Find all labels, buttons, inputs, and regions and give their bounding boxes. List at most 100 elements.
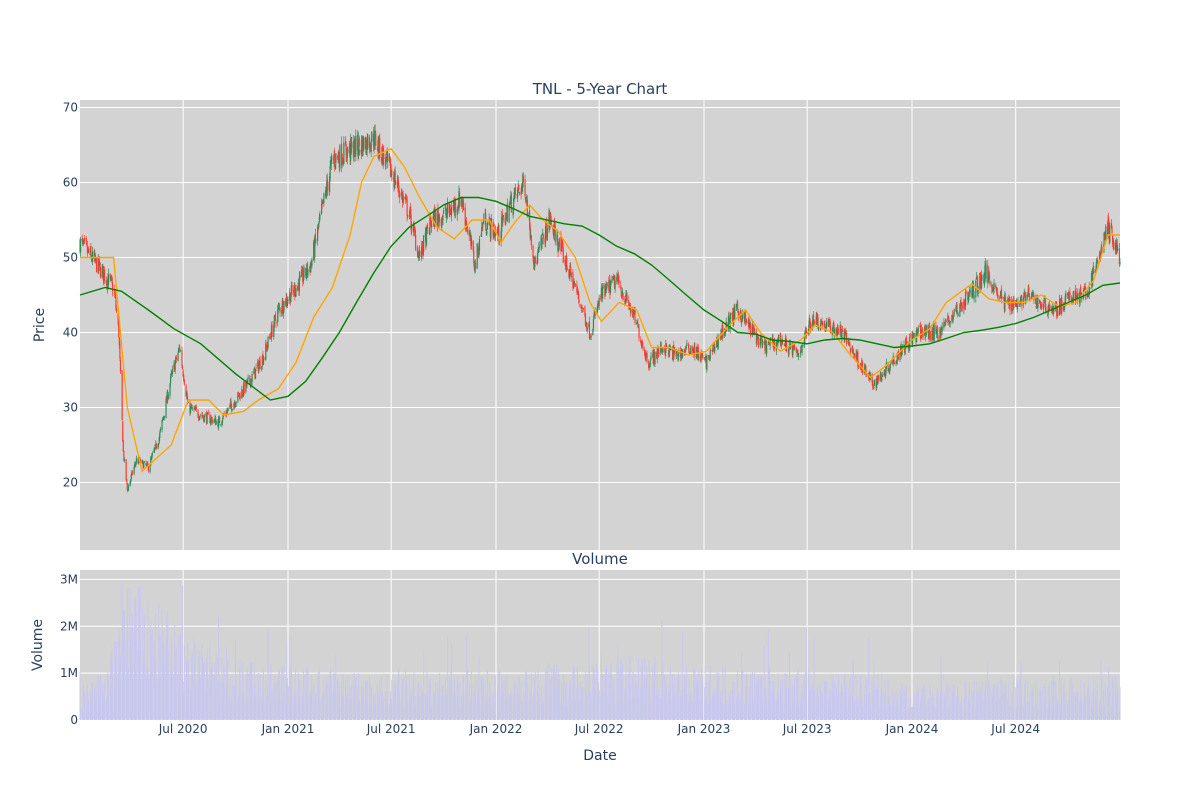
candle-body	[464, 207, 466, 226]
volume-bar	[118, 639, 120, 720]
candle-body	[157, 444, 159, 449]
volume-bar	[932, 705, 934, 720]
volume-bar	[897, 693, 899, 720]
candle-body	[672, 346, 674, 361]
volume-bar	[118, 631, 120, 720]
volume-bar	[790, 706, 792, 720]
candle-body	[656, 348, 658, 360]
candle-body	[895, 362, 897, 364]
candle-body	[620, 291, 622, 297]
candle-body	[383, 151, 385, 159]
volume-bar	[489, 682, 491, 720]
volume-bar	[163, 663, 165, 720]
volume-bar	[864, 685, 866, 720]
candle-body	[431, 223, 433, 228]
volume-bar	[117, 673, 119, 720]
volume-bar	[113, 687, 115, 720]
volume-bar	[999, 698, 1001, 720]
date-axis-title: Date	[583, 748, 616, 764]
volume-bar	[529, 699, 531, 720]
volume-bar	[437, 695, 439, 720]
volume-bar	[341, 680, 343, 720]
volume-bar	[570, 684, 572, 720]
volume-bar	[749, 695, 751, 720]
volume-bar	[1068, 701, 1070, 720]
volume-bar	[900, 690, 902, 720]
volume-bar	[953, 684, 955, 720]
volume-bar	[1104, 706, 1106, 720]
volume-bar	[428, 679, 430, 720]
candle-body	[731, 312, 734, 322]
candle-body	[269, 335, 271, 337]
volume-bar	[1105, 689, 1107, 720]
candle-body	[301, 270, 303, 277]
volume-bar	[617, 646, 619, 720]
volume-bar	[358, 673, 360, 720]
candle-body	[473, 251, 475, 264]
volume-bar	[553, 677, 555, 720]
candle-body	[728, 315, 730, 316]
volume-bar	[830, 689, 832, 720]
volume-bar	[157, 682, 159, 720]
volume-bar	[628, 667, 630, 720]
candle-body	[230, 404, 233, 411]
volume-bar	[596, 663, 598, 720]
candle-body	[741, 322, 743, 324]
volume-bar	[857, 705, 859, 720]
volume-bar	[401, 681, 403, 720]
candle-body	[723, 328, 726, 337]
volume-bar	[293, 696, 295, 720]
volume-bar	[1016, 677, 1018, 720]
volume-bar	[880, 695, 882, 720]
volume-bar	[721, 700, 723, 720]
candle-body	[1088, 295, 1090, 297]
candle-body	[267, 336, 269, 348]
volume-bar	[269, 675, 271, 720]
candle-body	[283, 301, 285, 311]
volume-bar	[537, 669, 539, 720]
volume-bar	[739, 700, 741, 720]
candle-body	[372, 133, 375, 146]
volume-bar	[680, 696, 682, 720]
volume-bar	[981, 688, 983, 720]
candle-body	[727, 315, 730, 329]
candle-body	[1004, 294, 1006, 312]
volume-bar	[640, 688, 642, 720]
volume-bar	[673, 673, 675, 720]
candle-body	[186, 392, 188, 400]
candle-body	[799, 353, 801, 355]
candle-body	[1110, 222, 1113, 228]
volume-bar	[520, 682, 522, 720]
candle-body	[145, 462, 147, 466]
volume-bar	[709, 678, 711, 720]
volume-bar	[534, 686, 536, 720]
volume-bar	[569, 680, 571, 720]
volume-bar	[761, 673, 763, 720]
volume-bar	[632, 683, 634, 720]
volume-bar	[209, 640, 211, 720]
volume-bar	[760, 676, 762, 720]
volume-bar	[804, 671, 806, 720]
volume-bar	[298, 673, 300, 720]
x-tick-label: Jul 2021	[366, 722, 416, 736]
candle-body	[99, 266, 102, 278]
volume-bar	[812, 683, 814, 720]
volume-bar	[215, 652, 217, 720]
volume-bar	[807, 673, 809, 720]
candle-body	[991, 284, 993, 289]
volume-bar	[610, 670, 612, 720]
volume-bar	[506, 698, 508, 720]
candle-body	[572, 282, 575, 289]
candle-body	[215, 421, 217, 425]
volume-bar	[829, 707, 831, 720]
candle-body	[329, 166, 331, 180]
volume-bar	[717, 701, 719, 720]
volume-bar	[349, 685, 351, 720]
volume-bar	[590, 696, 592, 720]
candle-body	[1117, 248, 1119, 250]
volume-bar	[362, 689, 364, 720]
volume-bar	[1118, 708, 1120, 720]
candle-body	[462, 200, 464, 205]
volume-bar	[210, 667, 212, 720]
candle-body	[581, 306, 583, 310]
